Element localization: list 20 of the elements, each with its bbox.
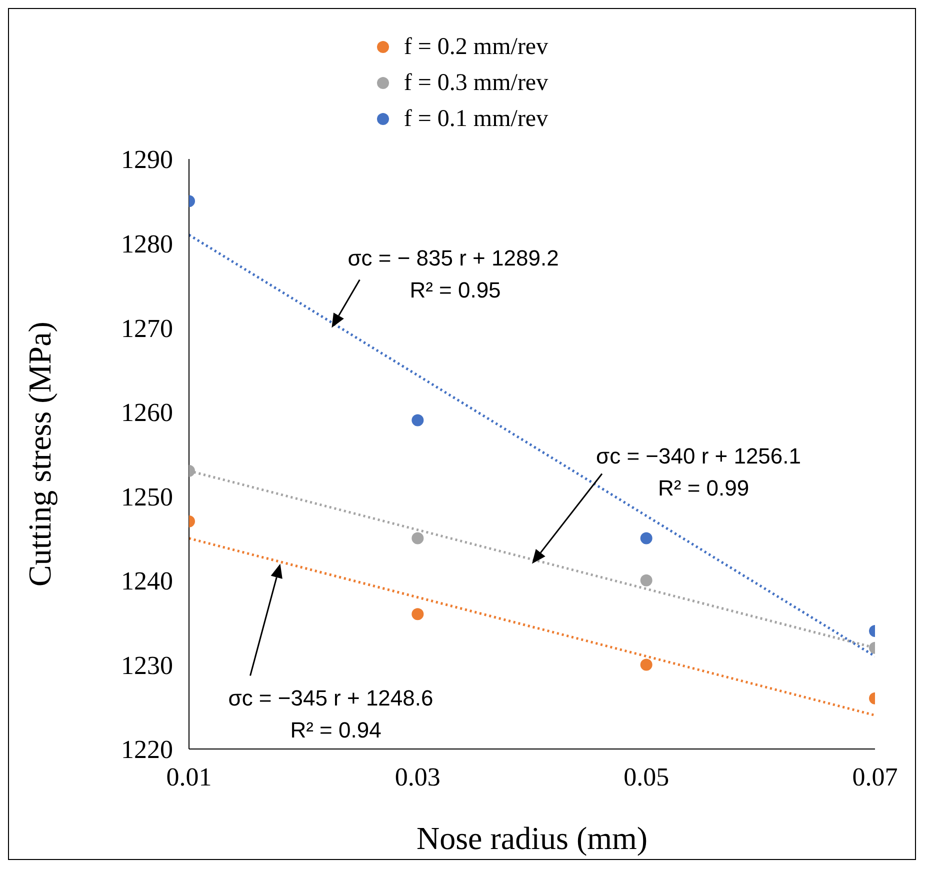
y-tick-label: 1270 [121, 314, 173, 343]
y-tick-label: 1250 [121, 482, 173, 512]
y-tick-label: 1280 [121, 230, 173, 259]
x-axis-title: Nose radius (mm) [416, 820, 648, 856]
legend-label: f = 0.2 mm/rev [404, 34, 548, 60]
y-tick-label: 1290 [121, 145, 173, 174]
legend-label: f = 0.1 mm/rev [404, 106, 548, 132]
annotation: σc = − 835 r + 1289.2 R² = 0.95 [348, 246, 559, 303]
x-tick-label: 0.01 [166, 762, 212, 792]
x-tick-label: 0.07 [852, 762, 898, 792]
annotation: σc = −340 r + 1256.1 R² = 0.99 [596, 444, 802, 501]
legend-label: f = 0.3 mm/rev [404, 70, 548, 96]
x-tick-label: 0.05 [624, 762, 670, 792]
annotation: σc = −345 r + 1248.6 R² = 0.94 [228, 686, 434, 743]
x-tick-label: 0.03 [394, 762, 440, 792]
y-tick-label: 1230 [121, 650, 173, 680]
y-axis-title: Cutting stress (MPa) [21, 322, 58, 586]
y-tick-label: 1240 [121, 566, 173, 596]
y-tick-label: 1220 [121, 735, 173, 764]
y-tick-label: 1260 [121, 398, 173, 428]
